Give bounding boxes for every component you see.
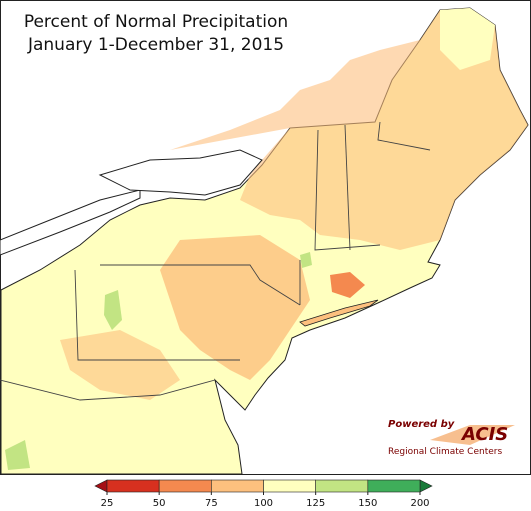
- legend-tick-label: 25: [101, 498, 114, 509]
- legend-tick-label: 200: [410, 498, 429, 509]
- legend-tick-label: 50: [153, 498, 166, 509]
- legend-swatch: [263, 479, 316, 493]
- logo-org: Regional Climate Centers: [388, 447, 502, 457]
- land: [0, 7, 529, 475]
- legend-swatch: [211, 479, 264, 493]
- legend-swatch: [315, 479, 369, 493]
- legend-tick-label: 150: [358, 498, 377, 509]
- legend-swatch: [158, 479, 212, 493]
- logo-powered: Powered by: [388, 419, 455, 430]
- legend: 25 50 75 100 125 150 200: [94, 479, 433, 509]
- title-line: Percent of Normal Precipitation: [24, 12, 288, 32]
- legend-swatch: [367, 479, 421, 493]
- title-line: January 1-December 31, 2015: [27, 35, 284, 55]
- legend-tick-label: 75: [205, 498, 218, 509]
- legend-swatch: [106, 479, 160, 493]
- legend-arrow: [94, 479, 108, 493]
- legend-arrow: [419, 479, 433, 493]
- legend-tick-label: 125: [306, 498, 325, 509]
- logo-name: ACIS: [460, 424, 508, 445]
- logo: Powered by ACIS Regional Climate Centers: [388, 419, 515, 457]
- legend-tick-label: 100: [254, 498, 273, 509]
